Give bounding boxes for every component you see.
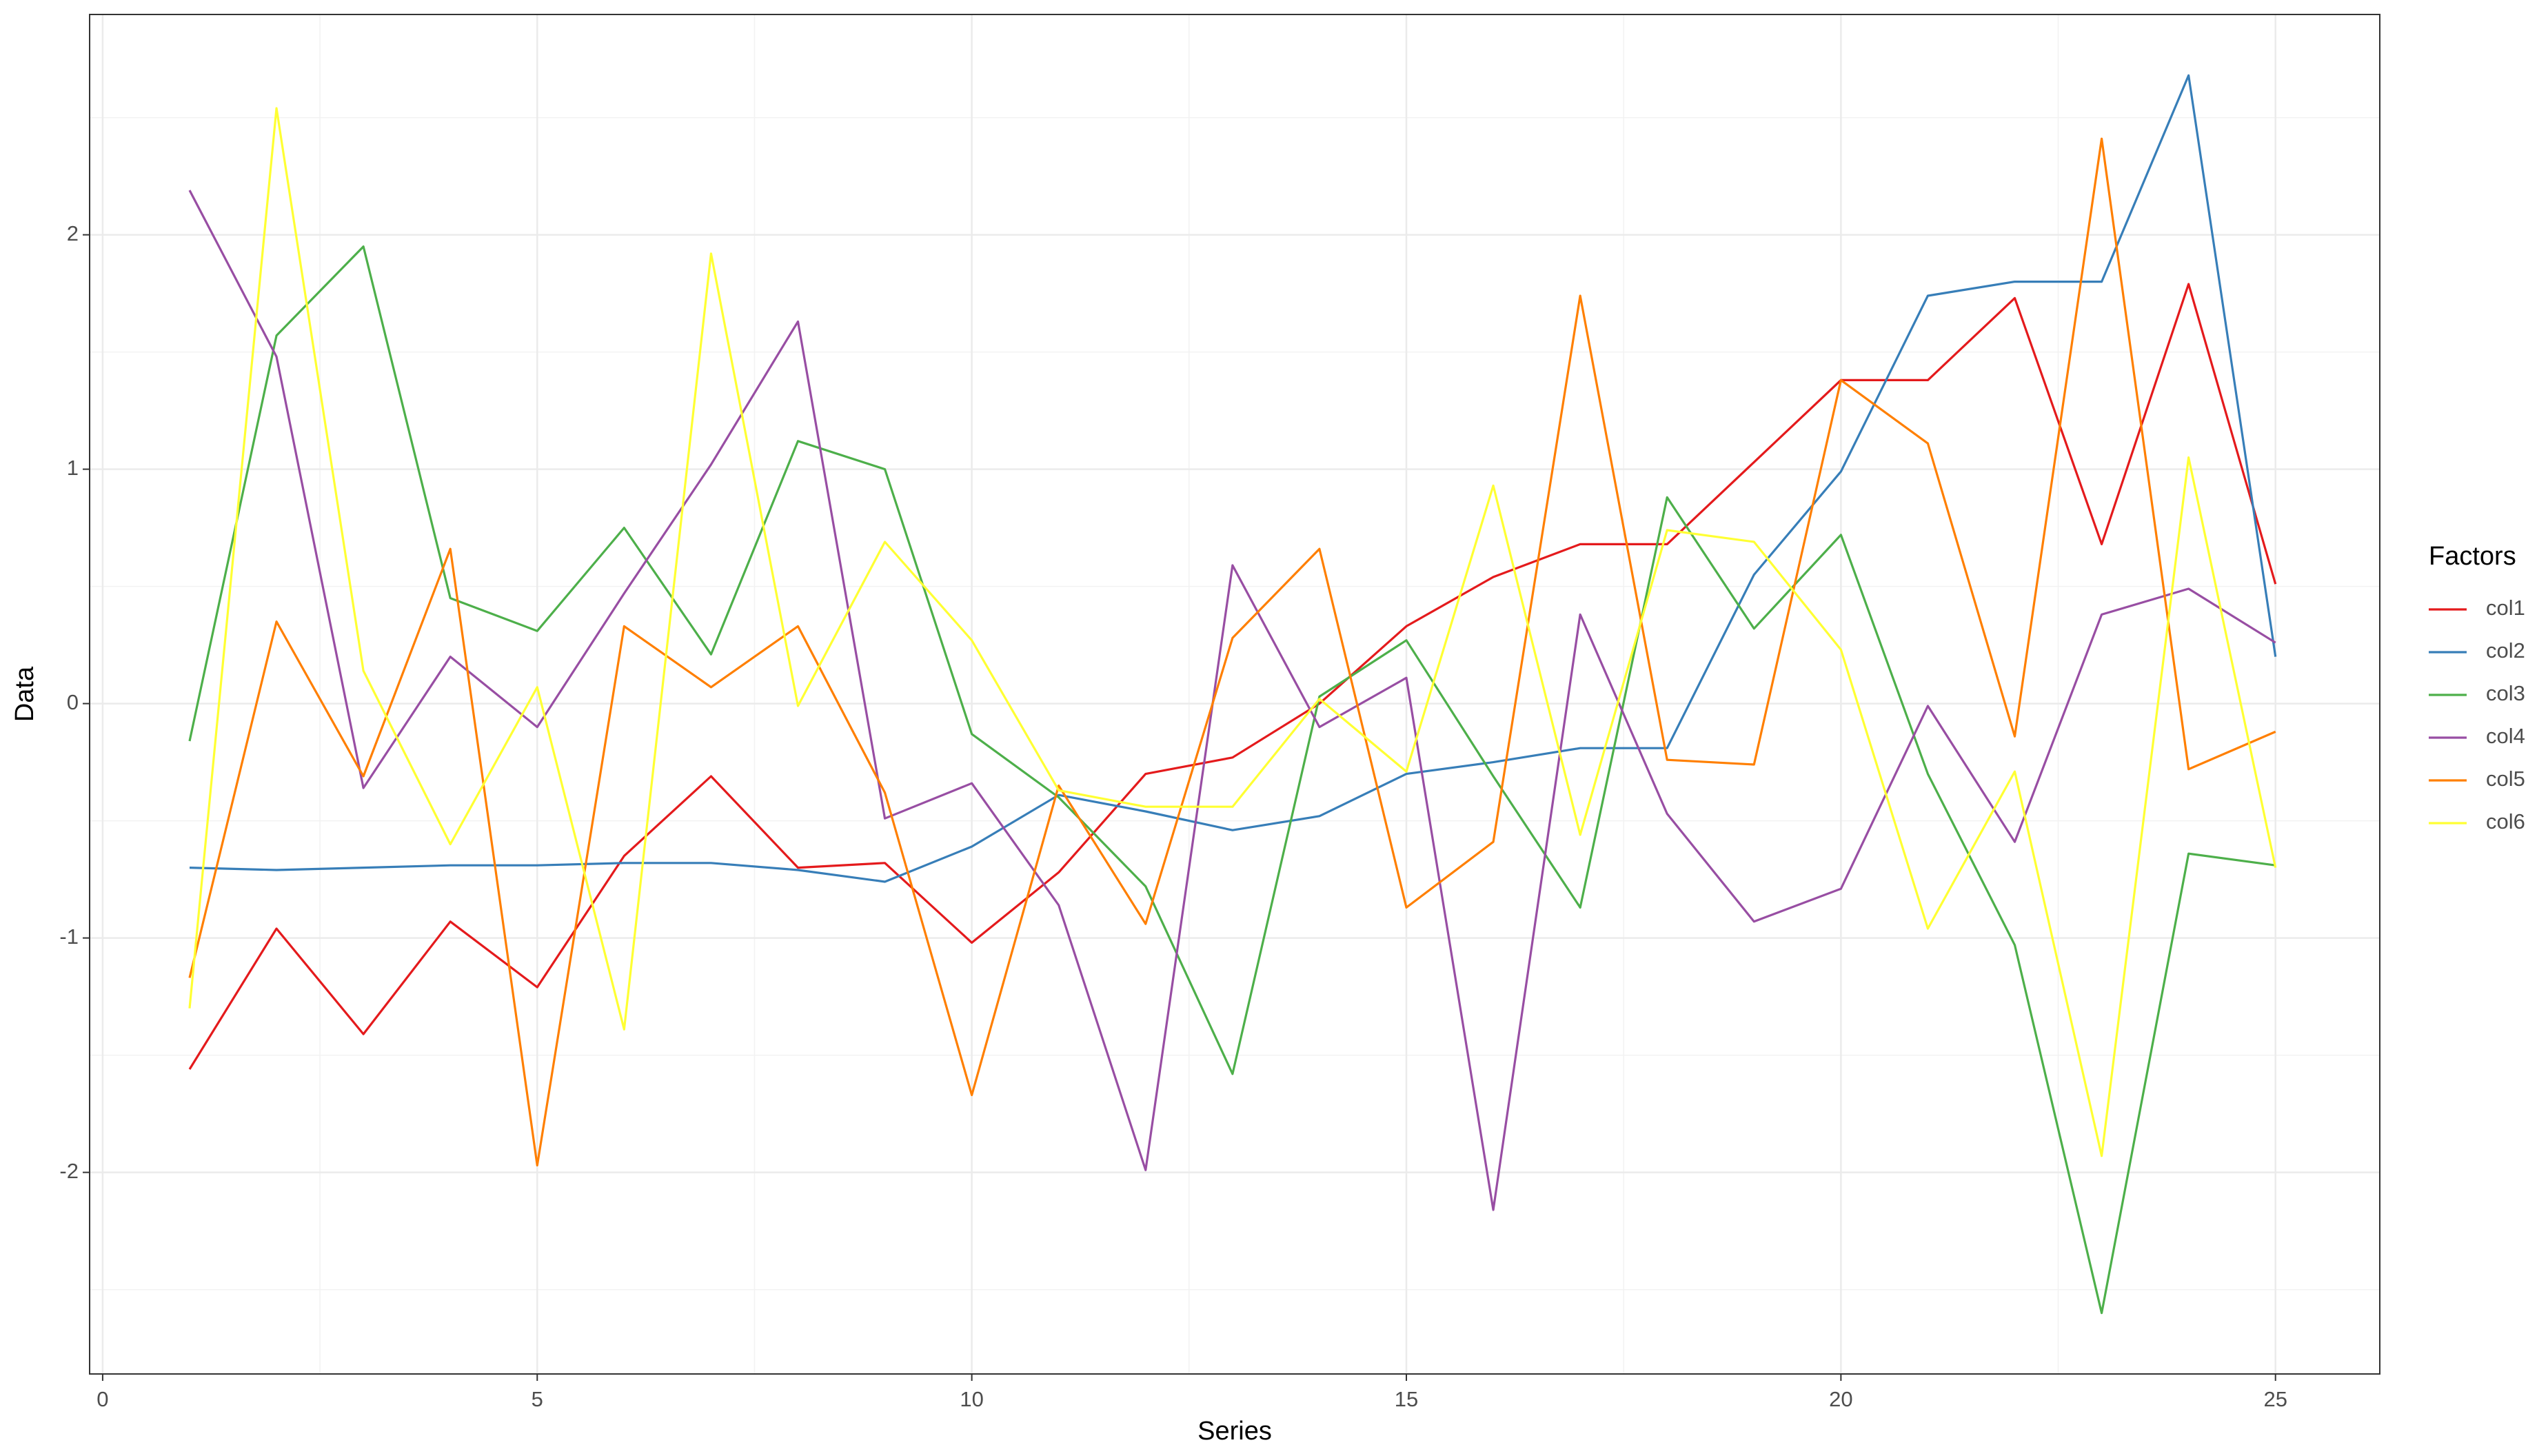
y-tick-label: -2 [59, 1159, 79, 1183]
legend-label: col3 [2486, 681, 2525, 705]
x-axis-title: Series [1197, 1417, 1272, 1446]
x-tick-label: 25 [2263, 1387, 2287, 1411]
legend-label: col6 [2486, 809, 2525, 833]
series-line [189, 74, 2277, 883]
legend-label: col4 [2486, 724, 2525, 748]
x-tick-label: 5 [532, 1387, 543, 1411]
legend: col1 col2 col3 col4 col5 col6 [2429, 596, 2525, 833]
legend-title: Factors [2429, 542, 2516, 571]
plot-lines [188, 74, 2277, 1315]
y-axis-title: Data [10, 666, 39, 722]
legend-label: col5 [2486, 767, 2525, 791]
x-tick-label: 20 [1829, 1387, 1852, 1411]
panel-border [89, 14, 2380, 1375]
x-tick-label: 15 [1395, 1387, 1418, 1411]
x-tick-label: 10 [960, 1387, 983, 1411]
grid [90, 14, 2380, 1374]
legend-label: col2 [2486, 638, 2525, 663]
series-line [188, 245, 2276, 1315]
series-line [188, 283, 2277, 1070]
series-line [188, 107, 2277, 1157]
series-line [188, 137, 2276, 1167]
legend-label: col1 [2486, 596, 2525, 620]
y-tick-label: -1 [59, 924, 79, 949]
x-tick-label: 0 [97, 1387, 108, 1411]
y-tick-label: 1 [67, 456, 79, 480]
y-tick-label: 2 [67, 221, 79, 245]
series-line [188, 190, 2276, 1211]
y-tick-label: 0 [67, 690, 79, 714]
